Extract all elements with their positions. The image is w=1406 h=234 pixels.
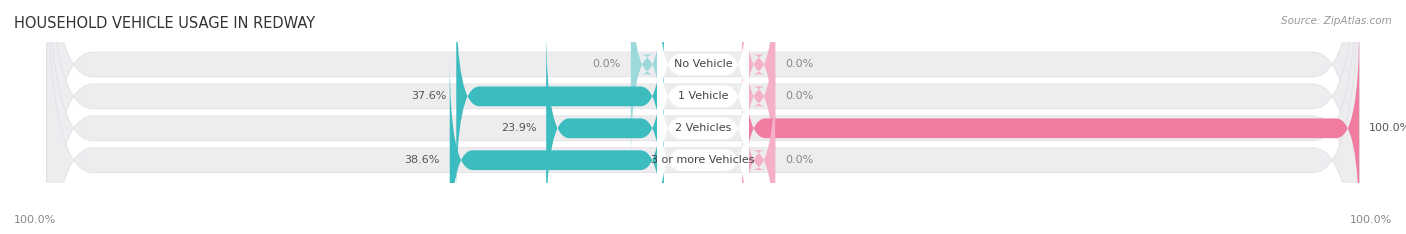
Text: No Vehicle: No Vehicle [673, 59, 733, 69]
Text: 0.0%: 0.0% [593, 59, 621, 69]
FancyBboxPatch shape [450, 58, 664, 234]
FancyBboxPatch shape [657, 27, 749, 229]
FancyBboxPatch shape [742, 58, 775, 234]
Text: 0.0%: 0.0% [785, 155, 813, 165]
Text: 0.0%: 0.0% [785, 59, 813, 69]
FancyBboxPatch shape [657, 59, 749, 234]
Text: 2 Vehicles: 2 Vehicles [675, 123, 731, 133]
Text: 1 Vehicle: 1 Vehicle [678, 91, 728, 101]
FancyBboxPatch shape [742, 0, 775, 198]
Text: 3 or more Vehicles: 3 or more Vehicles [651, 155, 755, 165]
Text: 23.9%: 23.9% [501, 123, 536, 133]
Text: Source: ZipAtlas.com: Source: ZipAtlas.com [1281, 16, 1392, 26]
FancyBboxPatch shape [657, 0, 749, 197]
FancyBboxPatch shape [46, 0, 1360, 234]
FancyBboxPatch shape [657, 0, 749, 165]
FancyBboxPatch shape [742, 0, 775, 166]
Text: 0.0%: 0.0% [785, 91, 813, 101]
FancyBboxPatch shape [46, 0, 1360, 234]
Text: HOUSEHOLD VEHICLE USAGE IN REDWAY: HOUSEHOLD VEHICLE USAGE IN REDWAY [14, 16, 315, 31]
Text: 100.0%: 100.0% [1350, 215, 1392, 225]
Text: 100.0%: 100.0% [14, 215, 56, 225]
FancyBboxPatch shape [46, 0, 1360, 234]
FancyBboxPatch shape [457, 0, 664, 198]
FancyBboxPatch shape [631, 0, 664, 166]
FancyBboxPatch shape [546, 26, 664, 230]
FancyBboxPatch shape [46, 0, 1360, 234]
Text: 38.6%: 38.6% [405, 155, 440, 165]
Text: 100.0%: 100.0% [1369, 123, 1406, 133]
Text: 37.6%: 37.6% [411, 91, 447, 101]
FancyBboxPatch shape [742, 26, 1360, 230]
